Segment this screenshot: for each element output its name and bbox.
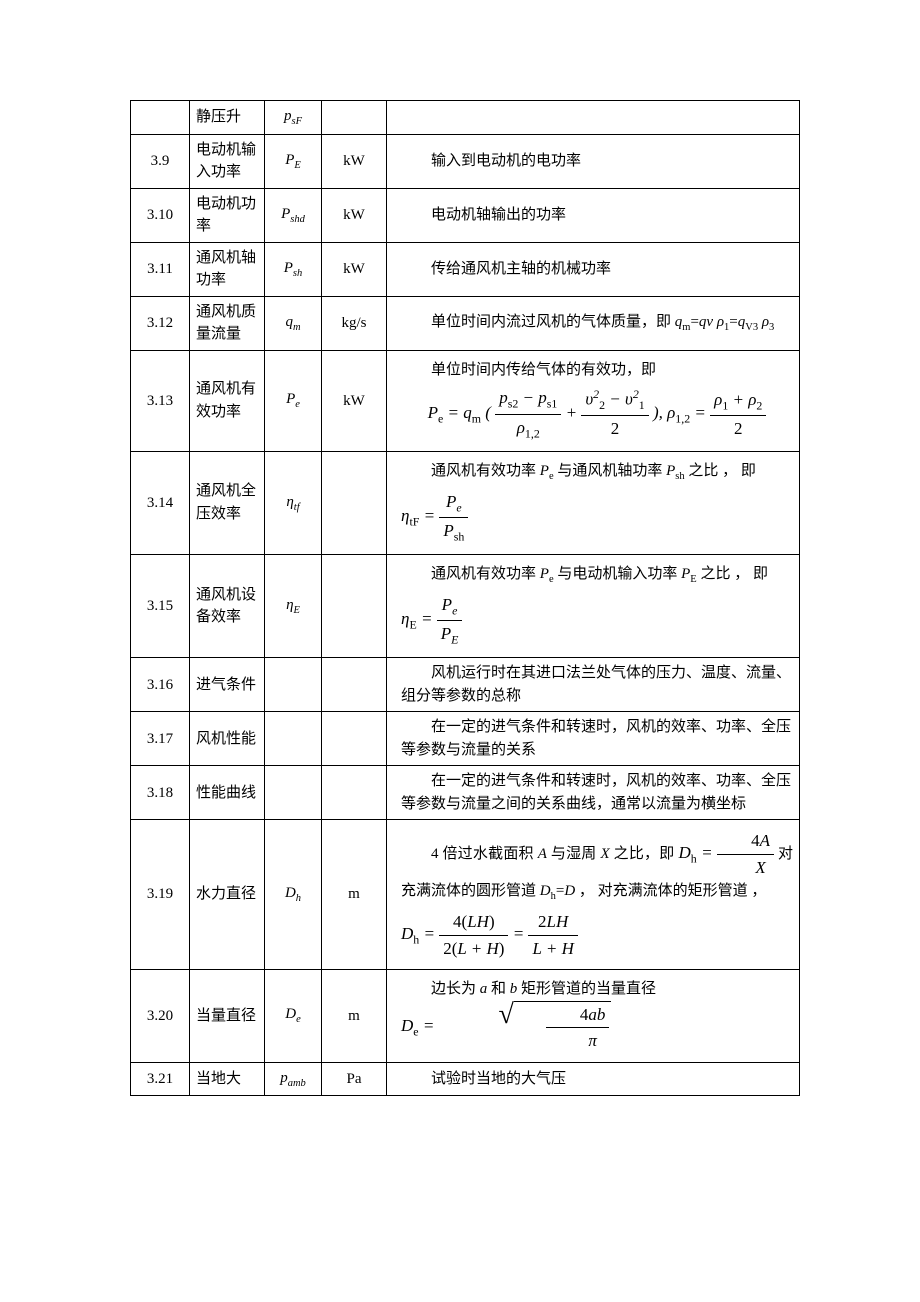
term-name: 通风机质量流量: [190, 296, 265, 350]
definition: 通风机有效功率 Pe 与电动机输入功率 PE 之比 ， 即ηE = PePE: [387, 555, 800, 658]
term-name: 通风机有效功率: [190, 350, 265, 451]
unit: [322, 658, 387, 712]
definition: 试验时当地的大气压: [387, 1062, 800, 1096]
unit: kg/s: [322, 296, 387, 350]
term-name: 水力直径: [190, 820, 265, 970]
definition: 单位时间内传给气体的有效功，即Pe = qm ( ps2 − ps1ρ1,2 +…: [387, 350, 800, 451]
symbol: ηE: [265, 555, 322, 658]
unit: Pa: [322, 1062, 387, 1096]
definition: 输入到电动机的电功率: [387, 134, 800, 188]
term-name: 当量直径: [190, 970, 265, 1063]
definition: 4 倍过水截面积 A 与湿周 X 之比，即 Dh = 4AX 对充满流体的圆形管…: [387, 820, 800, 970]
row-number: 3.17: [131, 712, 190, 766]
unit: m: [322, 820, 387, 970]
definition: 单位时间内流过风机的气体质量，即 qm=qv ρ1=qV3 ρ3: [387, 296, 800, 350]
row-number: 3.18: [131, 766, 190, 820]
table-body: 静压升psF3.9电动机输入功率PEkW输入到电动机的电功率3.10电动机功率P…: [131, 101, 800, 1096]
definition: 电动机轴输出的功率: [387, 188, 800, 242]
table-row: 3.10电动机功率PshdkW电动机轴输出的功率: [131, 188, 800, 242]
table-row: 3.9电动机输入功率PEkW输入到电动机的电功率: [131, 134, 800, 188]
symbol: psF: [265, 101, 322, 135]
unit: [322, 451, 387, 554]
symbol: [265, 712, 322, 766]
symbol: Pshd: [265, 188, 322, 242]
document-page: 静压升psF3.9电动机输入功率PEkW输入到电动机的电功率3.10电动机功率P…: [0, 0, 920, 1302]
term-name: 风机性能: [190, 712, 265, 766]
row-number: 3.21: [131, 1062, 190, 1096]
unit: [322, 555, 387, 658]
definition: [387, 101, 800, 135]
symbol: ηtf: [265, 451, 322, 554]
row-number: 3.11: [131, 242, 190, 296]
unit: kW: [322, 188, 387, 242]
table-row: 3.11通风机轴功率PshkW传给通风机主轴的机械功率: [131, 242, 800, 296]
row-number: 3.12: [131, 296, 190, 350]
symbol: Psh: [265, 242, 322, 296]
row-number: 3.20: [131, 970, 190, 1063]
term-name: 通风机轴功率: [190, 242, 265, 296]
table-row: 3.14通风机全压效率ηtf 通风机有效功率 Pe 与通风机轴功率 Psh 之比 …: [131, 451, 800, 554]
unit: kW: [322, 242, 387, 296]
definition: 在一定的进气条件和转速时，风机的效率、功率、全压等参数与流量的关系: [387, 712, 800, 766]
row-number: 3.9: [131, 134, 190, 188]
symbol: De: [265, 970, 322, 1063]
row-number: 3.14: [131, 451, 190, 554]
table-row: 静压升psF: [131, 101, 800, 135]
term-name: 电动机输入功率: [190, 134, 265, 188]
symbol: [265, 658, 322, 712]
definition: 在一定的进气条件和转速时，风机的效率、功率、全压等参数与流量之间的关系曲线，通常…: [387, 766, 800, 820]
row-number: 3.13: [131, 350, 190, 451]
term-name: 通风机设备效率: [190, 555, 265, 658]
unit: [322, 101, 387, 135]
table-row: 3.21当地大pambPa试验时当地的大气压: [131, 1062, 800, 1096]
definitions-table: 静压升psF3.9电动机输入功率PEkW输入到电动机的电功率3.10电动机功率P…: [130, 100, 800, 1096]
table-row: 3.18性能曲线 在一定的进气条件和转速时，风机的效率、功率、全压等参数与流量之间…: [131, 766, 800, 820]
term-name: 通风机全压效率: [190, 451, 265, 554]
symbol: PE: [265, 134, 322, 188]
table-row: 3.16进气条件 风机运行时在其进口法兰处气体的压力、温度、流量、组分等参数的总称: [131, 658, 800, 712]
table-row: 3.20当量直径Dem边长为 a 和 b 矩形管道的当量直径 De = √4ab…: [131, 970, 800, 1063]
row-number: 3.15: [131, 555, 190, 658]
term-name: 进气条件: [190, 658, 265, 712]
definition: 通风机有效功率 Pe 与通风机轴功率 Psh 之比 ， 即ηtF = PePsh: [387, 451, 800, 554]
row-number: 3.10: [131, 188, 190, 242]
row-number: 3.19: [131, 820, 190, 970]
table-row: 3.13通风机有效功率PekW单位时间内传给气体的有效功，即Pe = qm ( …: [131, 350, 800, 451]
row-number: [131, 101, 190, 135]
unit: [322, 712, 387, 766]
definition: 传给通风机主轴的机械功率: [387, 242, 800, 296]
table-row: 3.15通风机设备效率ηE 通风机有效功率 Pe 与电动机输入功率 PE 之比 ，…: [131, 555, 800, 658]
unit: kW: [322, 350, 387, 451]
symbol: Dh: [265, 820, 322, 970]
term-name: 当地大: [190, 1062, 265, 1096]
symbol: qm: [265, 296, 322, 350]
term-name: 电动机功率: [190, 188, 265, 242]
term-name: 静压升: [190, 101, 265, 135]
row-number: 3.16: [131, 658, 190, 712]
unit: m: [322, 970, 387, 1063]
definition: 边长为 a 和 b 矩形管道的当量直径 De = √4abπ: [387, 970, 800, 1063]
unit: [322, 766, 387, 820]
term-name: 性能曲线: [190, 766, 265, 820]
symbol: [265, 766, 322, 820]
unit: kW: [322, 134, 387, 188]
symbol: pamb: [265, 1062, 322, 1096]
table-row: 3.19水力直径Dhm4 倍过水截面积 A 与湿周 X 之比，即 Dh = 4A…: [131, 820, 800, 970]
symbol: Pe: [265, 350, 322, 451]
table-row: 3.17风机性能 在一定的进气条件和转速时，风机的效率、功率、全压等参数与流量的关…: [131, 712, 800, 766]
definition: 风机运行时在其进口法兰处气体的压力、温度、流量、组分等参数的总称: [387, 658, 800, 712]
table-row: 3.12通风机质量流量qmkg/s单位时间内流过风机的气体质量，即 qm=qv …: [131, 296, 800, 350]
